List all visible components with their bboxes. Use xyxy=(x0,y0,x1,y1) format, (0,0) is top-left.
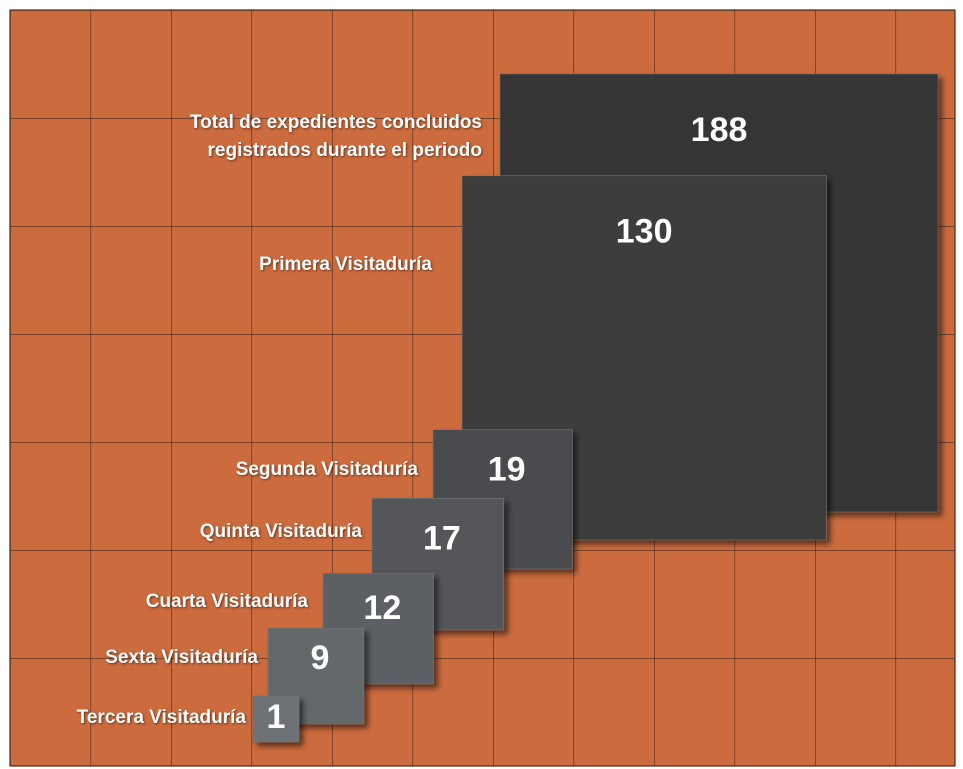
category-label: Cuarta Visitaduría xyxy=(145,591,308,612)
value-label: 12 xyxy=(363,589,401,627)
value-label: 9 xyxy=(310,639,329,677)
square xyxy=(252,695,300,743)
value-label: 130 xyxy=(616,213,673,251)
value-label: 1 xyxy=(267,698,286,736)
category-label: Segunda Visitaduría xyxy=(235,459,418,480)
category-label: Quinta Visitaduría xyxy=(199,521,362,542)
category-label: Primera Visitaduría xyxy=(259,254,432,275)
category-label: Tercera Visitaduría xyxy=(76,707,246,728)
frame xyxy=(9,9,956,767)
value-label: 19 xyxy=(488,451,526,489)
category-label: Sexta Visitaduría xyxy=(105,647,258,668)
value-label: 188 xyxy=(691,111,748,149)
value-label: 17 xyxy=(423,519,461,557)
category-label: Total de expedientes concluidos registra… xyxy=(189,112,482,161)
